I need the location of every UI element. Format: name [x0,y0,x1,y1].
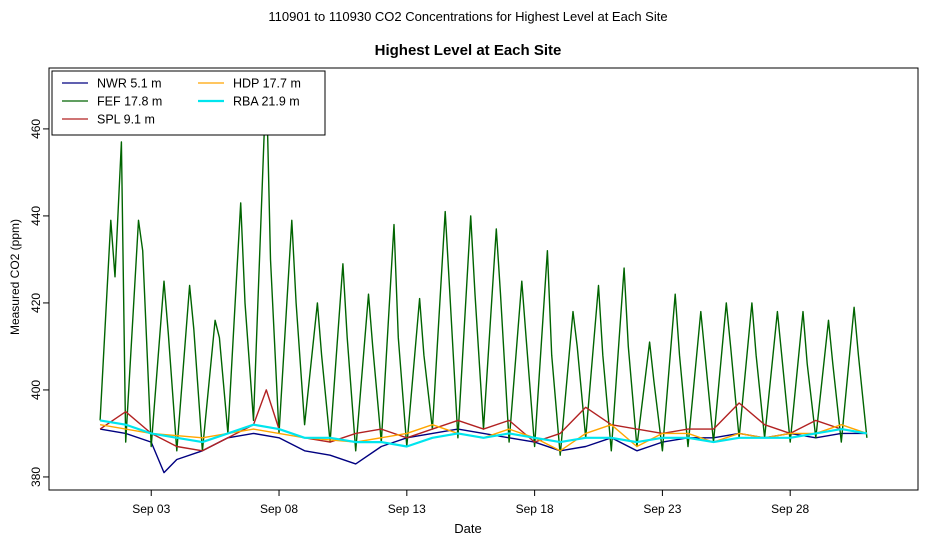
legend-entry-spl: SPL 9.1 m [97,113,155,127]
x-tick-label-4: Sep 23 [643,502,681,516]
x-tick-label-0: Sep 03 [132,502,170,516]
legend-box [51,70,326,136]
series-line-fef [99,76,868,456]
x-tick-label-5: Sep 28 [771,502,809,516]
x-tick-label-3: Sep 18 [516,502,554,516]
x-tick-label-1: Sep 08 [260,502,298,516]
y-tick-label-1: 400 [29,380,43,400]
y-tick-label-3: 440 [29,206,43,226]
plot-frame [48,67,919,491]
legend-entry-hdp: HDP 17.7 m [233,77,301,91]
y-tick-label-0: 380 [29,467,43,487]
x-axis-label: Date [454,521,482,536]
legend-entry-rba: RBA 21.9 m [233,95,300,109]
series-line-spl [99,389,868,452]
y-tick-label-4: 460 [29,119,43,139]
chart-suptitle: 110901 to 110930 CO2 Concentrations for … [268,9,668,24]
chart-title: Highest Level at Each Site [374,42,562,59]
legend-entry-nwr: NWR 5.1 m [97,77,162,91]
legend-entry-fef: FEF 17.8 m [97,95,162,109]
y-tick-label-2: 420 [29,293,43,313]
x-tick-label-2: Sep 13 [388,502,426,516]
series-line-rba [99,419,868,448]
